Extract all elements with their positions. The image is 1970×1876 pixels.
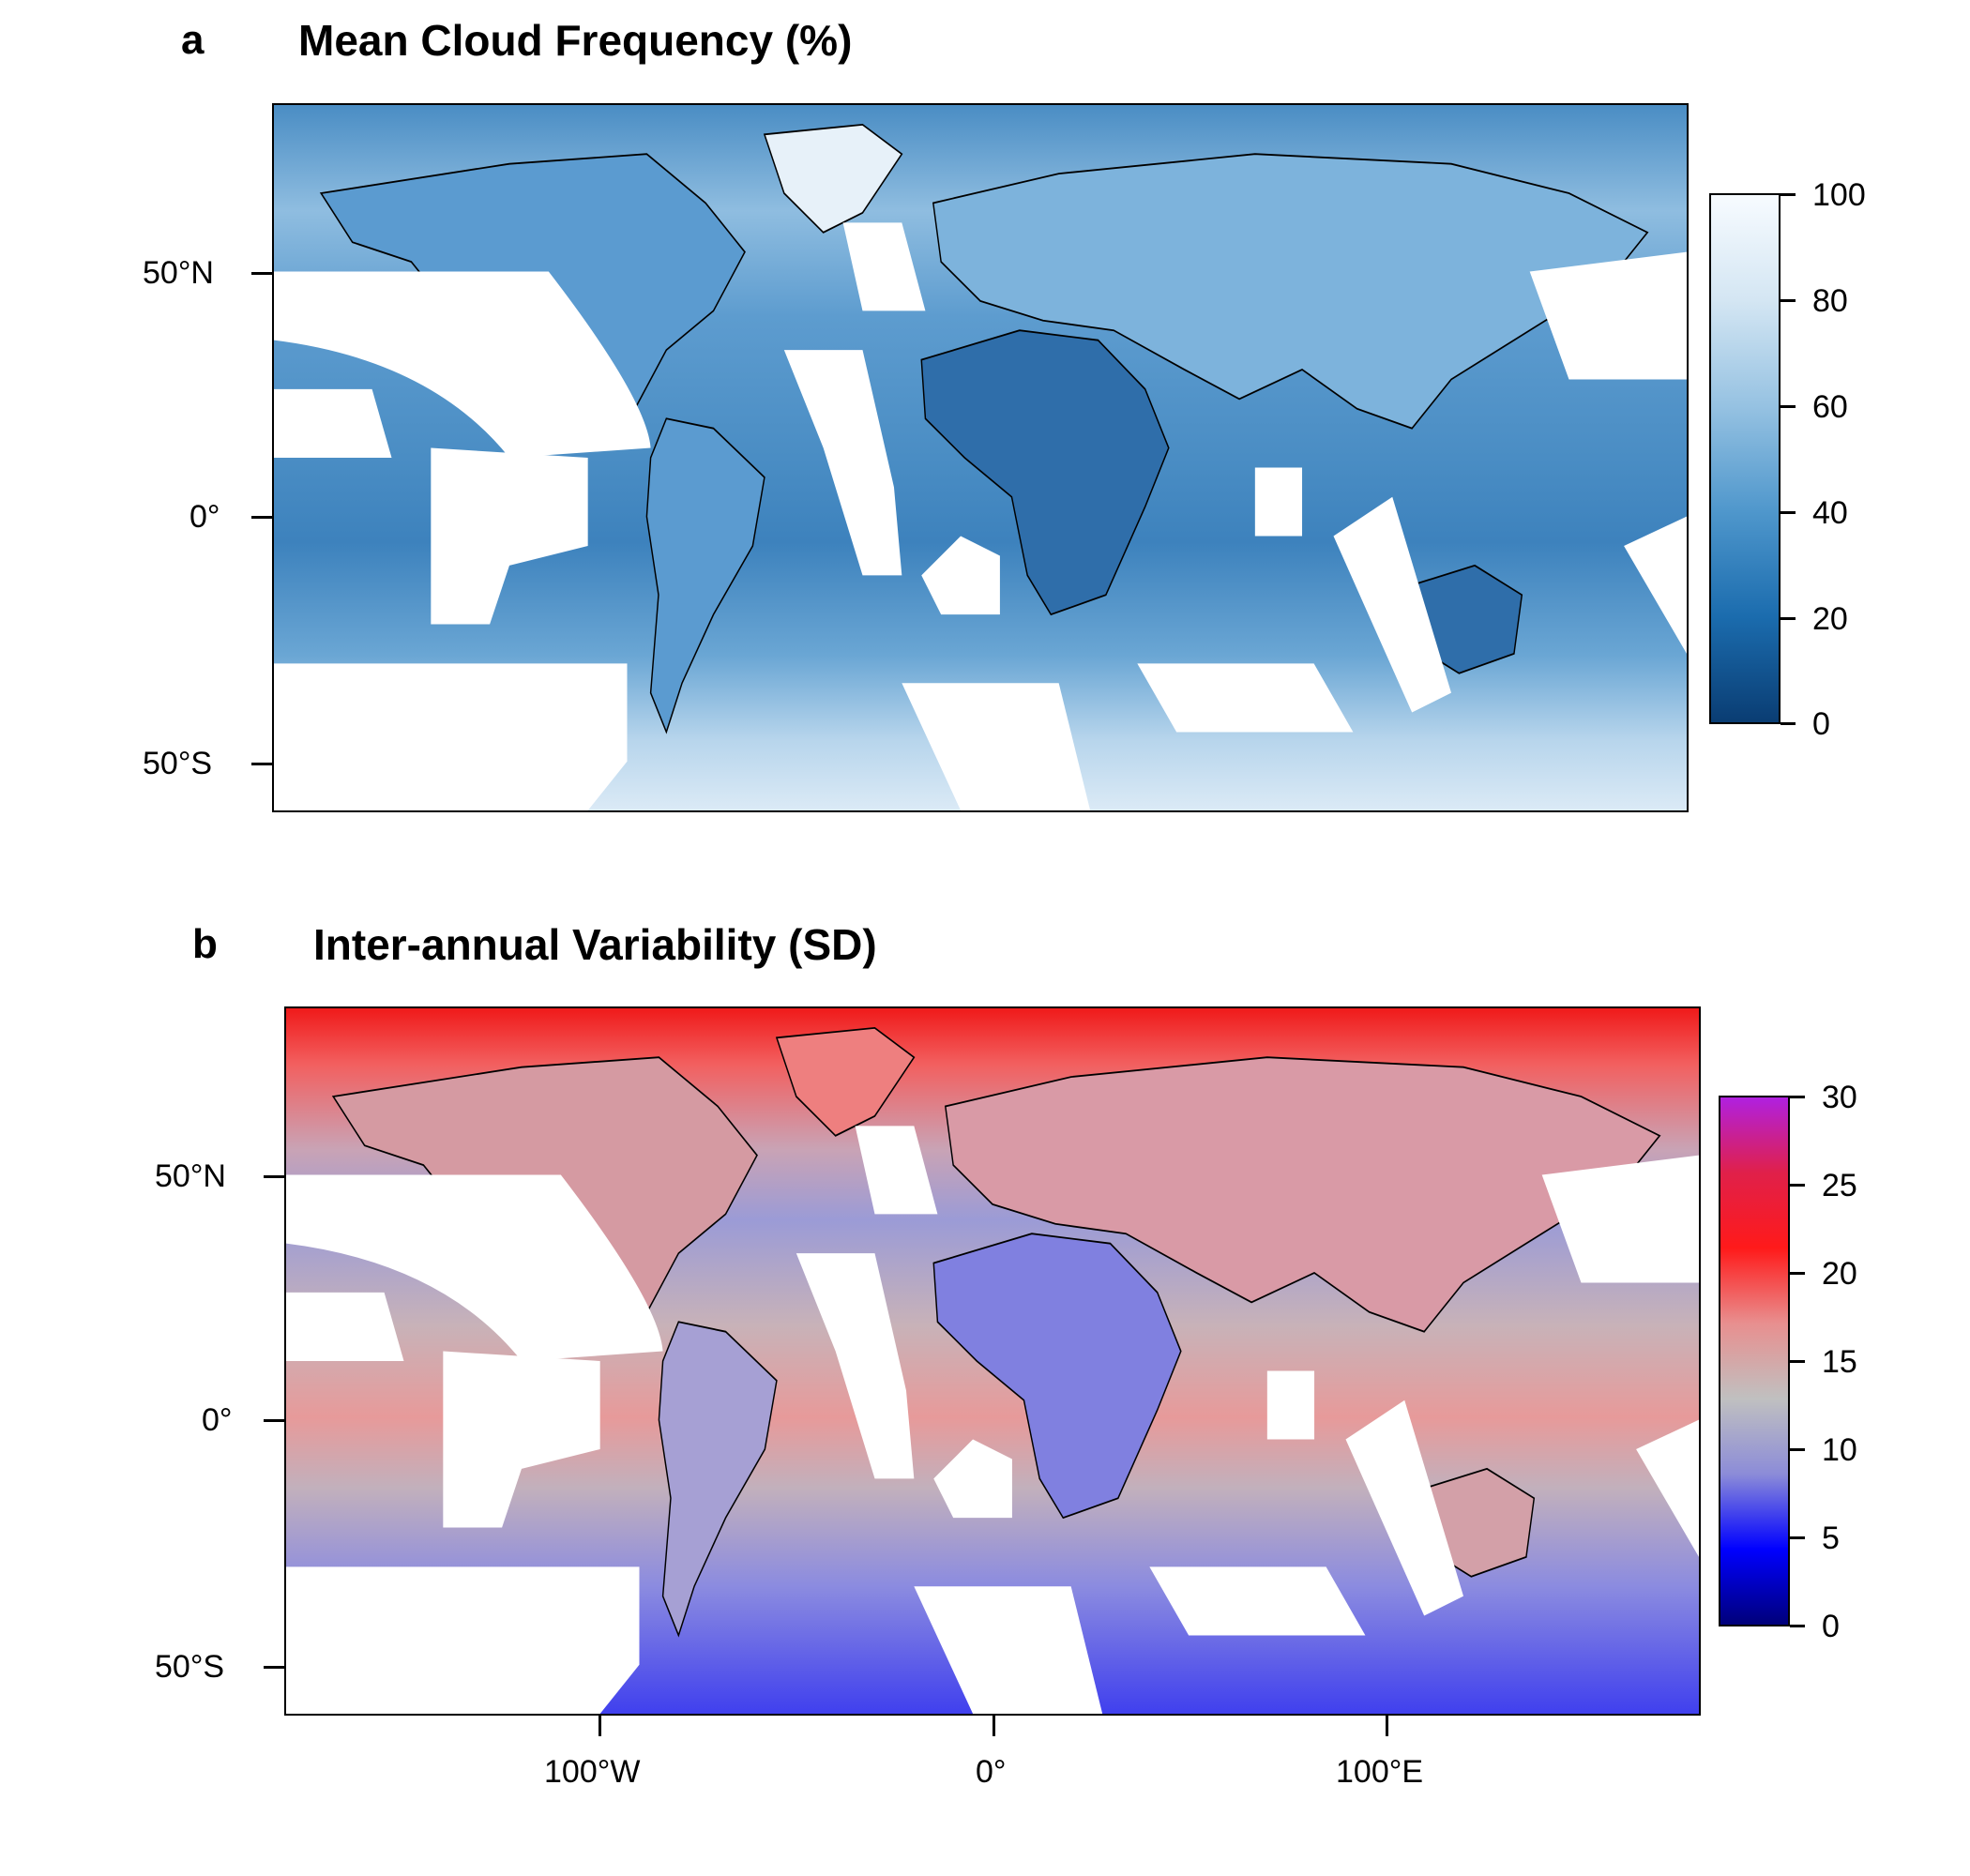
panel-b-cb-label-0: 0 <box>1822 1609 1840 1644</box>
panel-a-cb-label-20: 20 <box>1812 601 1848 637</box>
panel-a-ytick-label-0: 0° <box>189 499 220 535</box>
panel-b-cb-label-30: 30 <box>1822 1080 1857 1115</box>
panel-b-cb-label-15: 15 <box>1822 1344 1857 1380</box>
panel-b-missing-data <box>286 1126 1699 1714</box>
panel-a-ytick-mark-50s <box>251 763 272 765</box>
panel-a-cb-tick-0 <box>1781 722 1796 725</box>
panel-b-xtick-mark-100e <box>1386 1716 1388 1736</box>
panel-a-cb-tick-80 <box>1781 299 1796 302</box>
panel-b-cb-tick-5 <box>1790 1536 1805 1539</box>
panel-a-ytick-label-50s: 50°S <box>143 746 213 781</box>
panel-b-map <box>284 1006 1701 1716</box>
panel-a-cb-tick-40 <box>1781 511 1796 514</box>
panel-b-map-svg <box>286 1008 1699 1714</box>
panel-b-cb-label-10: 10 <box>1822 1432 1857 1468</box>
panel-b-xtick-label-100e: 100°E <box>1336 1754 1424 1790</box>
panel-a-title: Mean Cloud Frequency (%) <box>298 16 853 65</box>
panel-b-ytick-mark-0 <box>264 1419 284 1422</box>
panel-a-ytick-mark-0 <box>251 516 272 519</box>
panel-b-cb-tick-10 <box>1790 1448 1805 1451</box>
panel-b-title: Inter-annual Variability (SD) <box>313 920 877 969</box>
panel-b-xtick-mark-100w <box>599 1716 601 1736</box>
panel-b-ytick-label-50n: 50°N <box>155 1158 226 1194</box>
panel-a-cb-tick-60 <box>1781 405 1796 408</box>
panel-b-letter: b <box>192 921 218 967</box>
panel-b-xtick-mark-0 <box>993 1716 995 1736</box>
panel-a-cb-label-40: 40 <box>1812 495 1848 531</box>
panel-b-ytick-mark-50s <box>264 1666 284 1669</box>
panel-a-letter: a <box>181 17 205 63</box>
panel-b-land <box>331 1026 1661 1638</box>
panel-a-cb-label-100: 100 <box>1812 177 1866 213</box>
panel-a-cb-label-60: 60 <box>1812 389 1848 425</box>
panel-a-ytick-label-50n: 50°N <box>143 255 214 291</box>
panel-b-xtick-label-0: 0° <box>976 1754 1007 1790</box>
panel-a-colorbar <box>1709 193 1781 724</box>
panel-a-cb-tick-100 <box>1781 193 1796 196</box>
panel-b-xtick-label-100w: 100°W <box>544 1754 641 1790</box>
panel-b-colorbar <box>1719 1096 1790 1626</box>
panel-b-cb-tick-25 <box>1790 1184 1805 1187</box>
panel-a-missing-data <box>274 222 1687 810</box>
panel-b-cb-tick-30 <box>1790 1096 1805 1098</box>
panel-b-cb-label-25: 25 <box>1822 1168 1857 1203</box>
panel-b-cb-tick-0 <box>1790 1625 1805 1627</box>
panel-a-ytick-mark-50n <box>251 272 272 275</box>
panel-a-cb-label-0: 0 <box>1812 706 1830 742</box>
panel-b-cb-tick-20 <box>1790 1272 1805 1275</box>
panel-b-cb-label-5: 5 <box>1822 1520 1840 1556</box>
panel-b-ytick-mark-50n <box>264 1175 284 1178</box>
panel-b-cb-tick-15 <box>1790 1360 1805 1363</box>
panel-b-ytick-label-50s: 50°S <box>155 1649 225 1685</box>
panel-b-cb-label-20: 20 <box>1822 1256 1857 1292</box>
panel-a-cb-label-80: 80 <box>1812 283 1848 319</box>
panel-b-ytick-label-0: 0° <box>202 1402 233 1438</box>
panel-a-map-svg <box>274 105 1687 810</box>
panel-a-cb-tick-20 <box>1781 617 1796 620</box>
panel-a-map <box>272 103 1689 812</box>
